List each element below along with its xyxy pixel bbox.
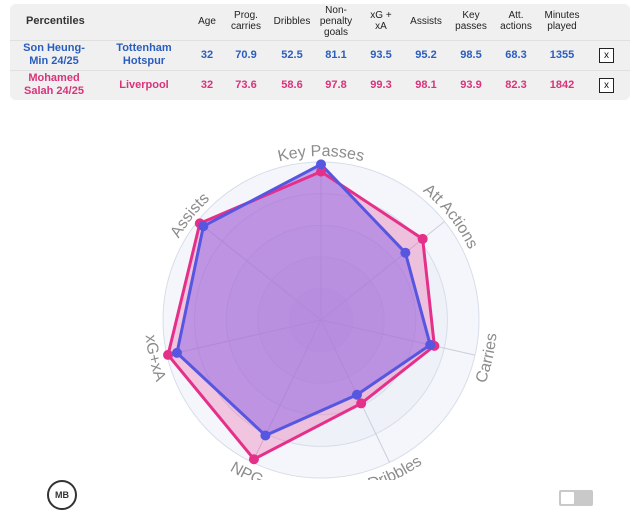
table-title: Percentiles xyxy=(26,15,85,27)
column-header-npg: Non-penalty goals xyxy=(306,5,366,38)
column-header-line: played xyxy=(547,21,577,32)
stat-value-kp: 98.5 xyxy=(460,48,482,61)
theme-toggle[interactable] xyxy=(559,490,593,506)
stats-table: Percentiles Age Prog. carries Dribbles Non-p… xyxy=(10,4,630,100)
row-divider xyxy=(10,70,630,71)
stat-value-drib: 58.6 xyxy=(281,78,303,91)
remove-player-button[interactable]: x xyxy=(599,48,614,63)
stat-value-ast: 98.1 xyxy=(415,78,437,91)
player-name-line: Mohamed xyxy=(28,72,80,84)
stat-value-age: 32 xyxy=(200,78,214,91)
column-header-line: Minutes xyxy=(544,10,580,21)
stat-value-kp: 93.9 xyxy=(460,78,482,91)
series-1-point-5 xyxy=(163,349,174,360)
series-0-point-2 xyxy=(425,339,436,350)
column-header-line: passes xyxy=(455,21,487,32)
column-header-min: Minutes played xyxy=(532,10,592,32)
series-0-point-6 xyxy=(198,221,209,232)
team-name-line: Liverpool xyxy=(119,78,169,91)
stat-value-prog: 73.6 xyxy=(235,78,257,91)
team-name-line: Tottenham xyxy=(116,42,172,54)
stat-value-ast: 95.2 xyxy=(415,48,437,61)
series-0-point-4 xyxy=(260,430,271,441)
column-header-line: Key xyxy=(462,10,480,21)
player-name-line: Salah 24/25 xyxy=(24,85,84,97)
toggle-knob[interactable] xyxy=(561,492,574,504)
player-name: Son Heung- Min 24/25 xyxy=(14,42,94,68)
stat-value-prog: 70.9 xyxy=(235,48,257,61)
series-1-point-3 xyxy=(356,398,367,409)
column-header-line: Assists xyxy=(410,15,442,27)
player-name: Mohamed Salah 24/25 xyxy=(14,72,94,98)
team-name: Liverpool xyxy=(106,79,182,92)
stat-value-age: 32 xyxy=(200,48,214,61)
stat-value-drib: 52.5 xyxy=(281,48,303,61)
column-header-line: xG + xyxy=(370,10,392,21)
column-header-line: Age xyxy=(198,15,216,27)
column-header-drib: Dribbles xyxy=(262,16,322,27)
remove-player-button[interactable]: x xyxy=(599,78,614,93)
player-name-line: Son Heung- xyxy=(23,42,85,54)
column-header-ast: Assists xyxy=(396,16,456,27)
series-line-1 xyxy=(166,170,436,461)
brand-logo: MB xyxy=(47,480,77,510)
column-header-line: actions xyxy=(500,21,532,32)
series-1-point-4 xyxy=(248,454,259,465)
column-header-prog: Prog. carries xyxy=(216,10,276,32)
series-0-point-5 xyxy=(171,347,182,358)
team-name: Tottenham Hotspur xyxy=(106,42,182,68)
series-1-point-0 xyxy=(316,166,326,177)
column-header-line: Prog. xyxy=(234,10,258,21)
stat-value-npg: 81.1 xyxy=(325,48,347,61)
column-header-line: xA xyxy=(375,21,387,32)
column-header-xgxa: xG + xA xyxy=(351,10,411,32)
series-0-point-0 xyxy=(316,159,326,170)
stat-value-xgxa: 93.5 xyxy=(370,48,392,61)
column-header-line: carries xyxy=(230,21,261,32)
stat-value-att: 82.3 xyxy=(505,78,527,91)
axis-label-text: Key Passes xyxy=(276,143,366,165)
column-header-age: Age xyxy=(177,16,237,27)
column-header-line: Att. xyxy=(508,10,524,21)
column-header-line: goals xyxy=(324,26,348,38)
stat-value-att: 68.3 xyxy=(505,48,527,61)
column-header-line: Non- xyxy=(325,4,347,16)
stat-value-xgxa: 99.3 xyxy=(370,78,392,91)
player-name-line: Min 24/25 xyxy=(29,55,79,67)
column-header-line: penalty xyxy=(319,15,353,27)
series-0-point-3 xyxy=(351,389,362,400)
column-header-att: Att. actions xyxy=(486,10,546,32)
series-area-0 xyxy=(176,164,431,436)
stat-value-npg: 97.8 xyxy=(325,78,347,91)
series-1-point-1 xyxy=(417,233,428,244)
series-line-0 xyxy=(175,162,432,437)
team-name-line: Hotspur xyxy=(122,55,166,67)
stat-value-min: 1842 xyxy=(549,78,575,91)
stat-value-min: 1355 xyxy=(549,48,575,61)
column-header-line: Dribbles xyxy=(273,15,311,27)
axis-label-key-passes: Key Passes xyxy=(276,143,366,165)
row-divider xyxy=(10,40,630,41)
column-header-kp: Key passes xyxy=(441,10,501,32)
series-0-point-1 xyxy=(400,247,411,258)
